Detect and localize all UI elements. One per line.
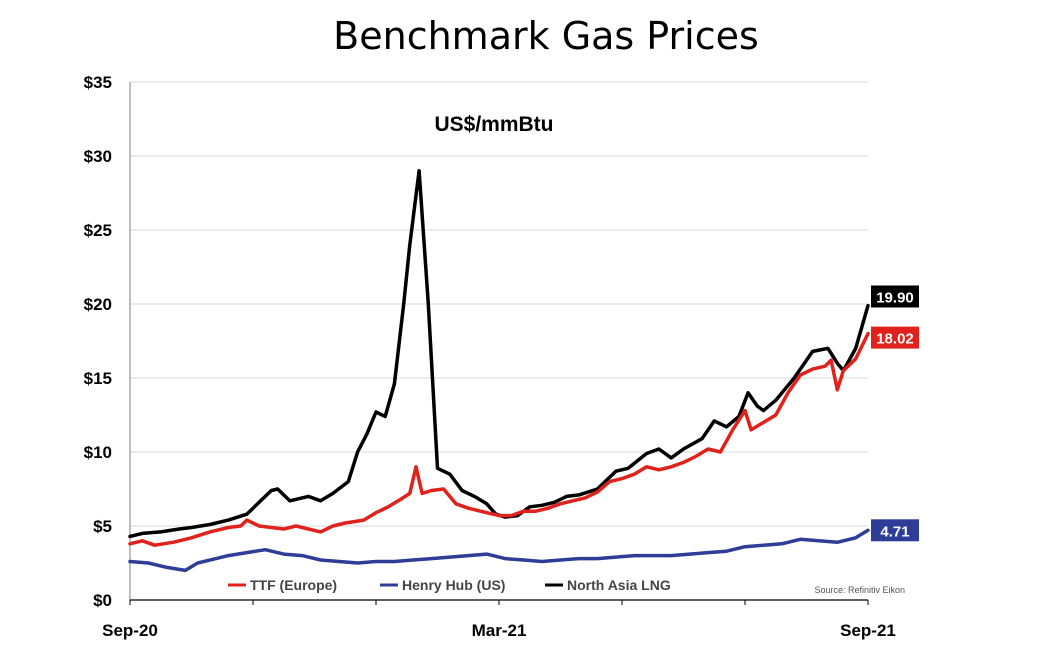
series-line xyxy=(128,528,870,573)
y-tick-label: $20 xyxy=(84,295,112,314)
end-value-label: 4.71 xyxy=(880,523,909,540)
y-tick-label: $25 xyxy=(84,221,112,240)
source-note: Source: Refinitiv Eikon xyxy=(814,585,905,595)
end-value-badge xyxy=(871,285,919,308)
x-tick-label: Sep-20 xyxy=(102,621,158,640)
y-tick-label: $5 xyxy=(93,517,112,536)
y-tick-label: $30 xyxy=(84,147,112,166)
legend-label: TTF (Europe) xyxy=(250,577,337,593)
end-value-badge xyxy=(871,519,919,542)
end-value-label: 19.90 xyxy=(876,289,914,306)
y-tick-label: $10 xyxy=(84,443,112,462)
y-tick-label: $35 xyxy=(84,73,112,92)
series-line xyxy=(128,331,870,547)
end-value-label: 18.02 xyxy=(876,331,914,348)
chart-title: Benchmark Gas Prices xyxy=(333,14,759,58)
series-line xyxy=(128,169,870,539)
legend-label: North Asia LNG xyxy=(567,577,671,593)
chart-subtitle: US$/mmBtu xyxy=(434,113,553,136)
y-tick-label: $0 xyxy=(93,591,112,610)
legend-label: Henry Hub (US) xyxy=(402,577,505,593)
x-tick-label: Mar-21 xyxy=(472,621,527,640)
y-tick-label: $15 xyxy=(84,369,112,388)
end-value-badge xyxy=(871,326,919,349)
x-tick-label: Sep-21 xyxy=(840,621,896,640)
